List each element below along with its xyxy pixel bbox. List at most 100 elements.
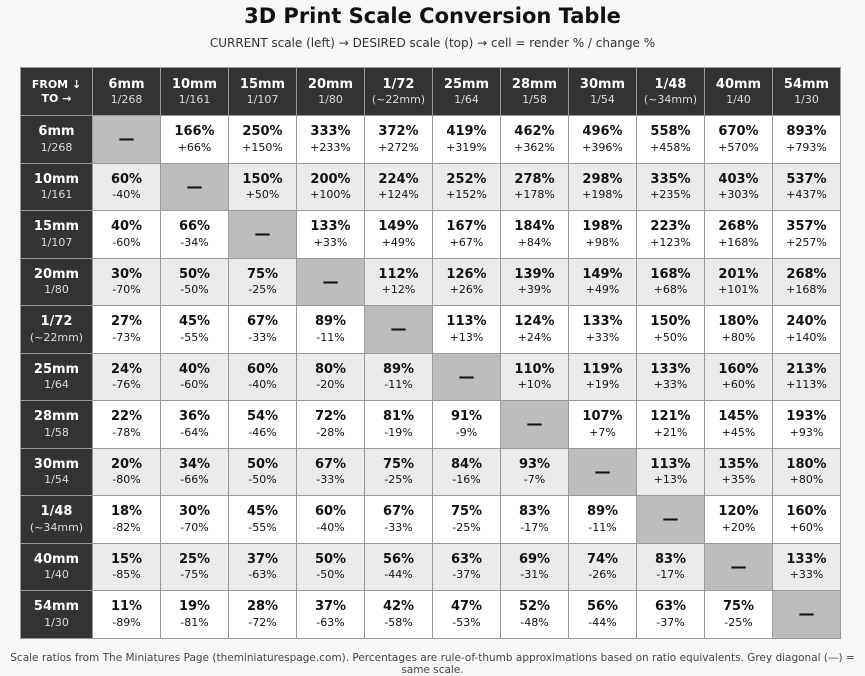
table-cell: 50% -50% bbox=[296, 542, 365, 591]
render-percent: 30% bbox=[178, 504, 211, 520]
row-name: 25mm bbox=[33, 361, 80, 377]
change-percent: -25% bbox=[384, 473, 413, 486]
change-percent: -64% bbox=[180, 425, 209, 439]
render-percent: 150% bbox=[242, 171, 283, 187]
render-percent: 224% bbox=[378, 171, 419, 187]
change-percent: +35% bbox=[721, 473, 756, 486]
render-percent: 66% bbox=[178, 219, 211, 235]
change-percent: +437% bbox=[786, 188, 827, 201]
change-percent: +33% bbox=[313, 235, 348, 249]
change-percent: -19% bbox=[384, 425, 413, 439]
change-percent: -46% bbox=[248, 425, 277, 439]
render-percent: 24% bbox=[110, 361, 143, 377]
change-percent: +20% bbox=[721, 520, 756, 534]
render-percent: 28% bbox=[246, 599, 279, 615]
row-header: 30mm 1/54 bbox=[20, 447, 93, 496]
table-cell: 124% +24% bbox=[500, 305, 569, 354]
same-scale-mark: — bbox=[798, 604, 815, 624]
render-percent: 462% bbox=[514, 124, 555, 140]
render-percent: 133% bbox=[310, 219, 351, 235]
change-percent: +67% bbox=[449, 235, 484, 249]
render-percent: 50% bbox=[314, 551, 347, 567]
change-percent: -60% bbox=[180, 378, 209, 391]
render-percent: 45% bbox=[178, 314, 211, 330]
same-scale-mark: — bbox=[322, 271, 339, 291]
change-percent: -16% bbox=[452, 473, 481, 486]
row-header: 54mm 1/30 bbox=[20, 590, 93, 639]
render-percent: 180% bbox=[786, 456, 827, 472]
row-name: 28mm bbox=[33, 409, 80, 425]
table-cell: 462% +362% bbox=[500, 115, 569, 164]
table-cell: 40% -60% bbox=[92, 210, 161, 259]
row-header: 1/72 (~22mm) bbox=[20, 305, 93, 354]
change-percent: +49% bbox=[585, 283, 620, 296]
table-cell: 93% -7% bbox=[500, 447, 569, 496]
change-percent: +101% bbox=[718, 283, 759, 296]
column-header: 1/72 (~22mm) bbox=[364, 67, 433, 116]
row-ratio: 1/268 bbox=[40, 140, 73, 154]
table-cell: 91% -9% bbox=[432, 400, 501, 449]
table-cell: 56% -44% bbox=[568, 590, 637, 639]
diagonal-cell: — bbox=[704, 542, 773, 591]
change-percent: +152% bbox=[446, 188, 487, 201]
table-row: 30mm 1/54 20% -80% 34% -66% 50% -50% 67% -33% 75% -… bbox=[20, 447, 841, 496]
table-cell: 133% +33% bbox=[568, 305, 637, 354]
table-cell: 167% +67% bbox=[432, 210, 501, 259]
change-percent: +24% bbox=[517, 330, 552, 344]
row-ratio: 1/64 bbox=[44, 378, 69, 391]
change-percent: +33% bbox=[789, 568, 824, 581]
table-cell: 15% -85% bbox=[92, 542, 161, 591]
render-percent: 180% bbox=[718, 314, 759, 330]
table-cell: 19% -81% bbox=[160, 590, 229, 639]
change-percent: +257% bbox=[786, 235, 827, 249]
render-percent: 75% bbox=[246, 266, 279, 282]
render-percent: 80% bbox=[314, 361, 347, 377]
table-cell: 113% +13% bbox=[636, 447, 705, 496]
row-name: 6mm bbox=[38, 124, 75, 140]
column-header: 15mm 1/107 bbox=[228, 67, 297, 116]
change-percent: +570% bbox=[718, 140, 759, 154]
row-name: 1/72 bbox=[40, 314, 73, 330]
table-cell: 180% +80% bbox=[772, 447, 841, 496]
render-percent: 133% bbox=[786, 551, 827, 567]
render-percent: 50% bbox=[246, 456, 279, 472]
change-percent: -58% bbox=[384, 615, 413, 629]
render-percent: 91% bbox=[450, 409, 483, 425]
change-percent: -85% bbox=[112, 568, 141, 581]
table-cell: 63% -37% bbox=[432, 542, 501, 591]
change-percent: -17% bbox=[520, 520, 549, 534]
table-cell: 45% -55% bbox=[228, 495, 297, 544]
render-percent: 110% bbox=[514, 361, 555, 377]
column-name: 15mm bbox=[239, 76, 286, 92]
render-percent: 75% bbox=[382, 456, 415, 472]
footer-note: Scale ratios from The Miniatures Page (t… bbox=[10, 652, 855, 676]
diagonal-cell: — bbox=[296, 257, 365, 306]
table-cell: 50% -50% bbox=[160, 257, 229, 306]
change-percent: +21% bbox=[653, 425, 688, 439]
change-percent: -37% bbox=[656, 615, 685, 629]
change-percent: +45% bbox=[721, 425, 756, 439]
change-percent: -44% bbox=[384, 568, 413, 581]
table-cell: 133% +33% bbox=[296, 210, 365, 259]
table-cell: 537% +437% bbox=[772, 162, 841, 211]
change-percent: +49% bbox=[381, 235, 416, 249]
render-percent: 89% bbox=[314, 314, 347, 330]
table-row: 15mm 1/107 40% -60% 66% -34% —133% +33% 149% +49%… bbox=[20, 210, 841, 259]
row-name: 30mm bbox=[33, 456, 80, 472]
table-cell: 126% +26% bbox=[432, 257, 501, 306]
change-percent: -55% bbox=[180, 330, 209, 344]
render-percent: 83% bbox=[654, 551, 687, 567]
column-header: 54mm 1/30 bbox=[772, 67, 841, 116]
render-percent: 72% bbox=[314, 409, 347, 425]
render-percent: 75% bbox=[722, 599, 755, 615]
render-percent: 54% bbox=[246, 409, 279, 425]
change-percent: -25% bbox=[724, 615, 753, 629]
row-ratio: 1/40 bbox=[44, 568, 69, 581]
change-percent: +113% bbox=[786, 378, 827, 391]
table-cell: 298% +198% bbox=[568, 162, 637, 211]
render-percent: 223% bbox=[650, 219, 691, 235]
table-cell: 250% +150% bbox=[228, 115, 297, 164]
row-header: 20mm 1/80 bbox=[20, 257, 93, 306]
render-percent: 25% bbox=[178, 551, 211, 567]
diagonal-cell: — bbox=[568, 447, 637, 496]
